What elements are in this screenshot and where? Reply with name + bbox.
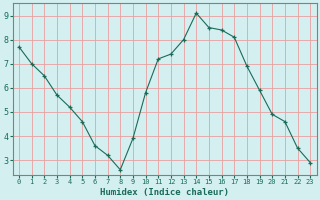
- X-axis label: Humidex (Indice chaleur): Humidex (Indice chaleur): [100, 188, 229, 197]
